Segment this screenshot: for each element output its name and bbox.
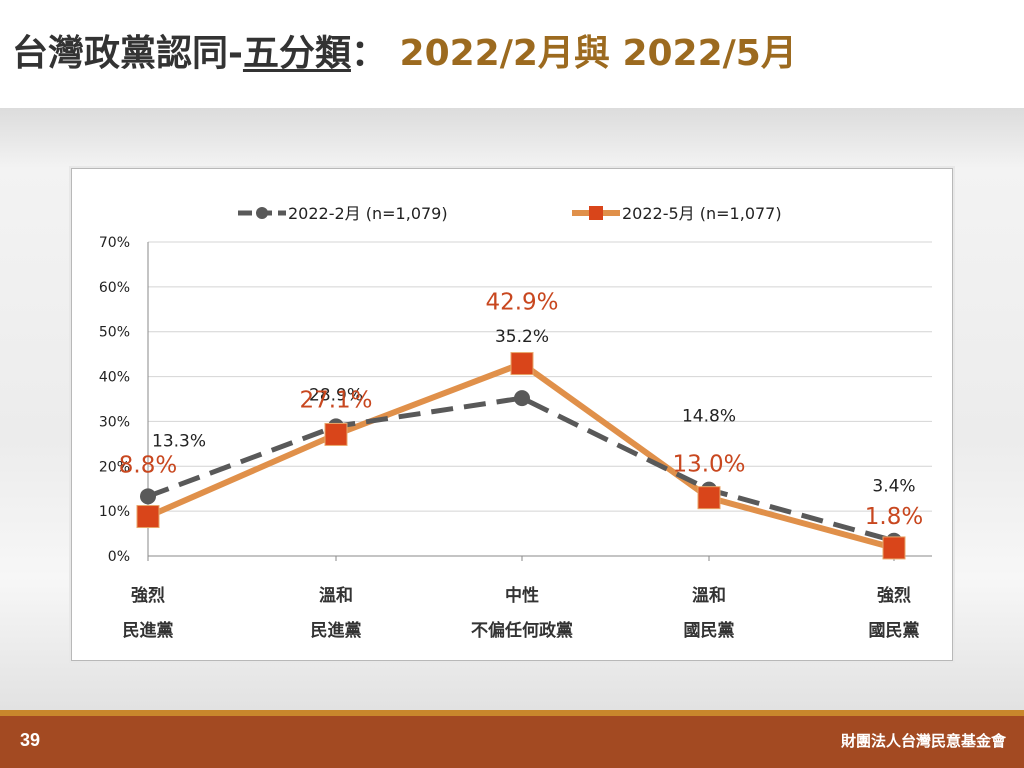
- slide-footer: 39 財團法人台灣民意基金會: [0, 716, 1024, 768]
- y-tick-label: 20%: [99, 459, 130, 475]
- title-colon: ：: [350, 33, 387, 74]
- page-title: 台灣政黨認同-五分類： 2022/2月與 2022/5月: [12, 24, 797, 76]
- data-label-2022-may: 27.1%: [299, 387, 372, 413]
- x-category-label: 溫和: [319, 585, 353, 606]
- title-dates: 2022/2月與 2022/5月: [399, 33, 797, 74]
- data-point-2022-feb: [140, 488, 156, 505]
- data-label-2022-feb: 14.8%: [682, 407, 736, 427]
- chart-panel: 0% 10% 20% 30% 40% 50% 60% 70% 強烈民進黨 溫和民進黨 中性不偏任何政…: [71, 168, 953, 661]
- x-category-label: 不偏任何政黨: [471, 620, 573, 641]
- data-label-2022-feb: 28.9%: [309, 385, 363, 405]
- data-label-2022-feb: 3.4%: [872, 477, 915, 497]
- legend-label-2022-feb: 2022-2月 (n=1,079): [288, 204, 448, 223]
- data-point-2022-feb: [514, 390, 530, 407]
- x-category-label: 強烈: [131, 585, 165, 606]
- legend-marker-2022-may: [589, 206, 603, 220]
- x-category-label: 中性: [505, 585, 539, 606]
- x-category-label: 國民黨: [684, 620, 735, 641]
- slide-header: 台灣政黨認同-五分類： 2022/2月與 2022/5月: [0, 0, 1024, 108]
- legend-marker-2022-feb: [256, 207, 268, 219]
- data-label-2022-may: 42.9%: [485, 290, 558, 316]
- organization-name: 財團法人台灣民意基金會: [840, 732, 1006, 750]
- x-category-label: 民進黨: [311, 620, 362, 641]
- y-tick-label: 70%: [99, 235, 130, 251]
- series-line-2022-feb: [147, 395, 895, 544]
- data-label-2022-feb: 35.2%: [495, 327, 549, 347]
- y-tick-label: 10%: [99, 504, 130, 520]
- data-label-2022-feb: 13.3%: [152, 431, 206, 451]
- x-category-label: 國民黨: [869, 620, 920, 641]
- legend-label-2022-may: 2022-5月 (n=1,077): [622, 204, 782, 223]
- data-label-2022-may: 1.8%: [865, 504, 923, 530]
- data-point-2022-may: [324, 422, 348, 446]
- y-tick-label: 30%: [99, 414, 130, 430]
- footer-accent-line: [0, 710, 1024, 716]
- x-category-label: 民進黨: [123, 620, 174, 641]
- data-label-2022-may: 8.8%: [119, 453, 177, 479]
- page-number: 39: [20, 730, 41, 750]
- y-tick-label: 40%: [99, 370, 130, 386]
- x-category-label: 強烈: [877, 585, 911, 606]
- data-point-2022-may: [697, 486, 721, 510]
- data-point-2022-may: [882, 536, 906, 560]
- y-tick-label: 0%: [108, 549, 130, 565]
- y-tick-label: 60%: [99, 280, 130, 296]
- data-label-2022-may: 13.0%: [672, 452, 745, 478]
- x-category-label: 溫和: [692, 585, 726, 606]
- data-point-2022-may: [510, 352, 534, 376]
- title-prefix: 台灣政黨認同-: [12, 33, 243, 74]
- data-point-2022-may: [136, 505, 160, 529]
- title-underlined: 五分類: [242, 33, 351, 74]
- y-tick-label: 50%: [99, 325, 130, 341]
